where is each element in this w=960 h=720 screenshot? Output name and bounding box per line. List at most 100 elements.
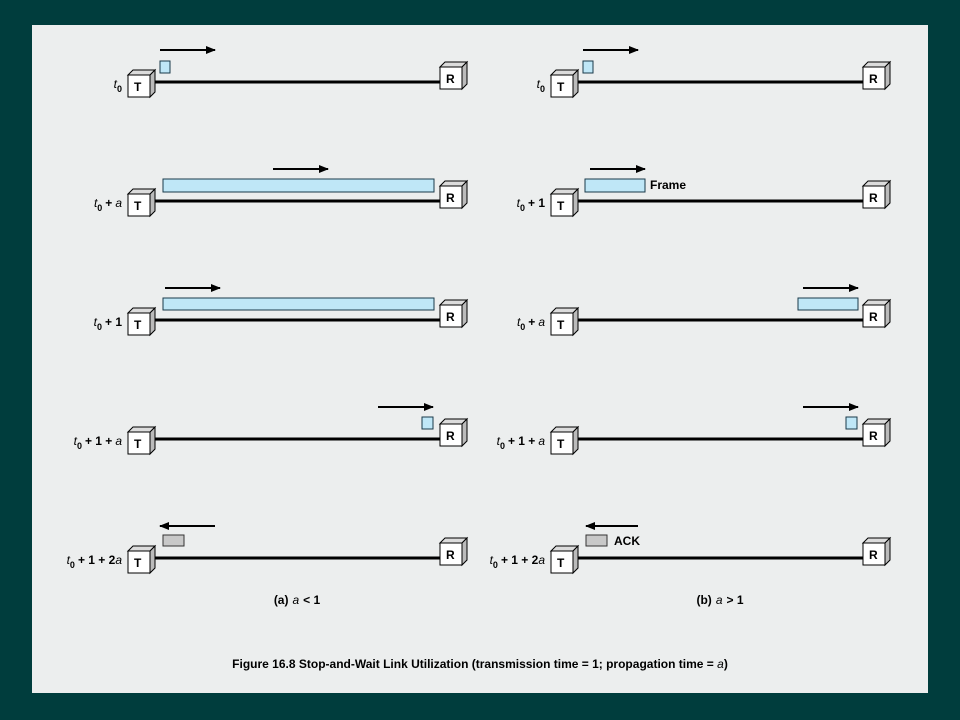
box-front bbox=[862, 304, 886, 328]
time-symbol: t bbox=[517, 196, 521, 210]
ack-frame bbox=[585, 534, 608, 547]
box-side bbox=[149, 187, 156, 218]
frame bbox=[845, 416, 858, 430]
receiver-label: R bbox=[446, 548, 455, 562]
box-side bbox=[884, 417, 891, 448]
receiver: R bbox=[438, 179, 469, 210]
sender-label: T bbox=[134, 199, 142, 213]
box-side bbox=[461, 179, 468, 210]
receiver: R bbox=[861, 417, 892, 448]
time-label: t0 bbox=[537, 77, 545, 94]
receiver: R bbox=[438, 536, 469, 567]
time-label: t0 + 1 + 2a bbox=[67, 553, 123, 570]
sender-label: T bbox=[557, 437, 565, 451]
box-side bbox=[149, 306, 156, 337]
receiver: R bbox=[438, 60, 469, 91]
frame bbox=[159, 60, 171, 74]
box-front bbox=[550, 74, 574, 98]
time-var: a bbox=[115, 434, 122, 448]
time-sub: 0 bbox=[540, 84, 545, 94]
box-front bbox=[127, 431, 151, 455]
receiver-label: R bbox=[446, 72, 455, 86]
time-symbol: t bbox=[94, 196, 98, 210]
sender-label: T bbox=[134, 556, 142, 570]
box-front bbox=[550, 193, 574, 217]
box-front bbox=[439, 185, 463, 209]
box-side bbox=[149, 544, 156, 575]
time-var: a bbox=[115, 196, 122, 210]
box-side bbox=[572, 68, 579, 99]
figure-text: Figure 16.8 Stop-and-Wait Link Utilizati… bbox=[232, 657, 717, 671]
receiver: R bbox=[861, 60, 892, 91]
sender-label: T bbox=[134, 437, 142, 451]
sender: T bbox=[549, 187, 580, 218]
time-sub: 0 bbox=[117, 84, 122, 94]
time-symbol: t bbox=[537, 77, 541, 91]
time-offset: + 1 + bbox=[508, 434, 535, 448]
time-sub: 0 bbox=[70, 560, 75, 570]
time-symbol: t bbox=[114, 77, 118, 91]
time-var: a bbox=[115, 553, 122, 567]
receiver-label: R bbox=[869, 72, 878, 86]
box-front bbox=[127, 74, 151, 98]
time-label: t0 + 1 bbox=[94, 315, 123, 332]
time-symbol: t bbox=[497, 434, 501, 448]
note: Frame bbox=[650, 178, 686, 192]
time-offset: + 1 + 2 bbox=[78, 553, 116, 567]
caption-var: a bbox=[292, 593, 299, 607]
figure-caption: Figure 16.8 Stop-and-Wait Link Utilizati… bbox=[232, 657, 728, 671]
time-sub: 0 bbox=[520, 203, 525, 213]
sender-label: T bbox=[134, 318, 142, 332]
box-side bbox=[149, 68, 156, 99]
time-sub: 0 bbox=[97, 322, 102, 332]
caption-relation: < 1 bbox=[303, 593, 320, 607]
box-front bbox=[439, 66, 463, 90]
time-var: a bbox=[538, 434, 545, 448]
box-front bbox=[550, 431, 574, 455]
caption-var: a bbox=[716, 593, 723, 607]
sender: T bbox=[549, 68, 580, 99]
frames bbox=[159, 46, 859, 547]
receiver: R bbox=[861, 536, 892, 567]
frame bbox=[582, 60, 594, 74]
box-front bbox=[862, 423, 886, 447]
time-sub: 0 bbox=[493, 560, 498, 570]
box-side bbox=[149, 425, 156, 456]
caption-tag: (b) bbox=[696, 593, 711, 607]
ack-frame bbox=[162, 534, 185, 547]
box-front bbox=[127, 550, 151, 574]
box-side bbox=[884, 60, 891, 91]
receiver: R bbox=[861, 298, 892, 329]
sender: T bbox=[126, 425, 157, 456]
receiver-label: R bbox=[869, 429, 878, 443]
sender: T bbox=[549, 306, 580, 337]
time-offset: + 1 + 2 bbox=[501, 553, 539, 567]
time-var: a bbox=[538, 553, 545, 567]
sender-label: T bbox=[557, 80, 565, 94]
sender: T bbox=[126, 187, 157, 218]
box-front bbox=[550, 312, 574, 336]
box-front bbox=[127, 193, 151, 217]
box-side bbox=[461, 298, 468, 329]
time-offset: + 1 bbox=[105, 315, 122, 329]
figure-close: ) bbox=[724, 657, 728, 671]
box-front bbox=[862, 66, 886, 90]
time-var: a bbox=[538, 315, 545, 329]
time-symbol: t bbox=[67, 553, 71, 567]
time-label: t0 + 1 bbox=[517, 196, 546, 213]
box-side bbox=[884, 179, 891, 210]
box-side bbox=[572, 306, 579, 337]
box-side bbox=[461, 417, 468, 448]
sender-label: T bbox=[557, 556, 565, 570]
time-label: t0 + a bbox=[94, 196, 122, 213]
box-side bbox=[884, 536, 891, 567]
box-front bbox=[127, 312, 151, 336]
time-sub: 0 bbox=[520, 322, 525, 332]
time-sub: 0 bbox=[97, 203, 102, 213]
time-label: t0 bbox=[114, 77, 122, 94]
time-offset: + bbox=[528, 315, 535, 329]
box-side bbox=[884, 298, 891, 329]
box-front bbox=[439, 304, 463, 328]
panel-caption: (a) a < 1 bbox=[274, 593, 321, 607]
